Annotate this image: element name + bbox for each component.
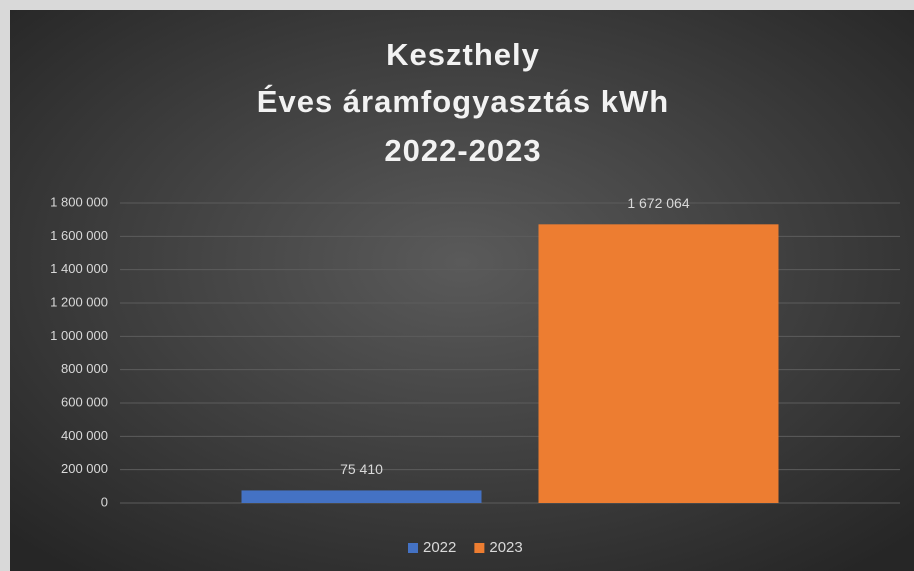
legend-swatch — [408, 543, 418, 553]
chart-title: Keszthely — [386, 37, 540, 72]
y-tick-label: 800 000 — [61, 361, 108, 376]
value-label: 75 410 — [340, 461, 383, 477]
y-tick-label: 1 800 000 — [50, 194, 108, 209]
y-tick-label: 600 000 — [61, 394, 108, 409]
legend-label: 2023 — [489, 539, 522, 556]
y-tick-label: 400 000 — [61, 428, 108, 443]
y-tick-label: 200 000 — [61, 461, 108, 476]
y-tick-label: 0 — [101, 494, 108, 509]
y-tick-label: 1 400 000 — [50, 261, 108, 276]
y-tick-label: 1 200 000 — [50, 294, 108, 309]
legend-label: 2022 — [423, 539, 456, 556]
chart-title: Éves áramfogyasztás kWh — [257, 84, 669, 119]
bar — [241, 490, 482, 503]
value-label: 1 672 064 — [627, 195, 689, 211]
chart-title: 2022-2023 — [384, 133, 541, 168]
y-tick-label: 1 000 000 — [50, 328, 108, 343]
bar — [538, 224, 779, 503]
y-tick-label: 1 600 000 — [50, 228, 108, 243]
legend-swatch — [474, 543, 485, 553]
